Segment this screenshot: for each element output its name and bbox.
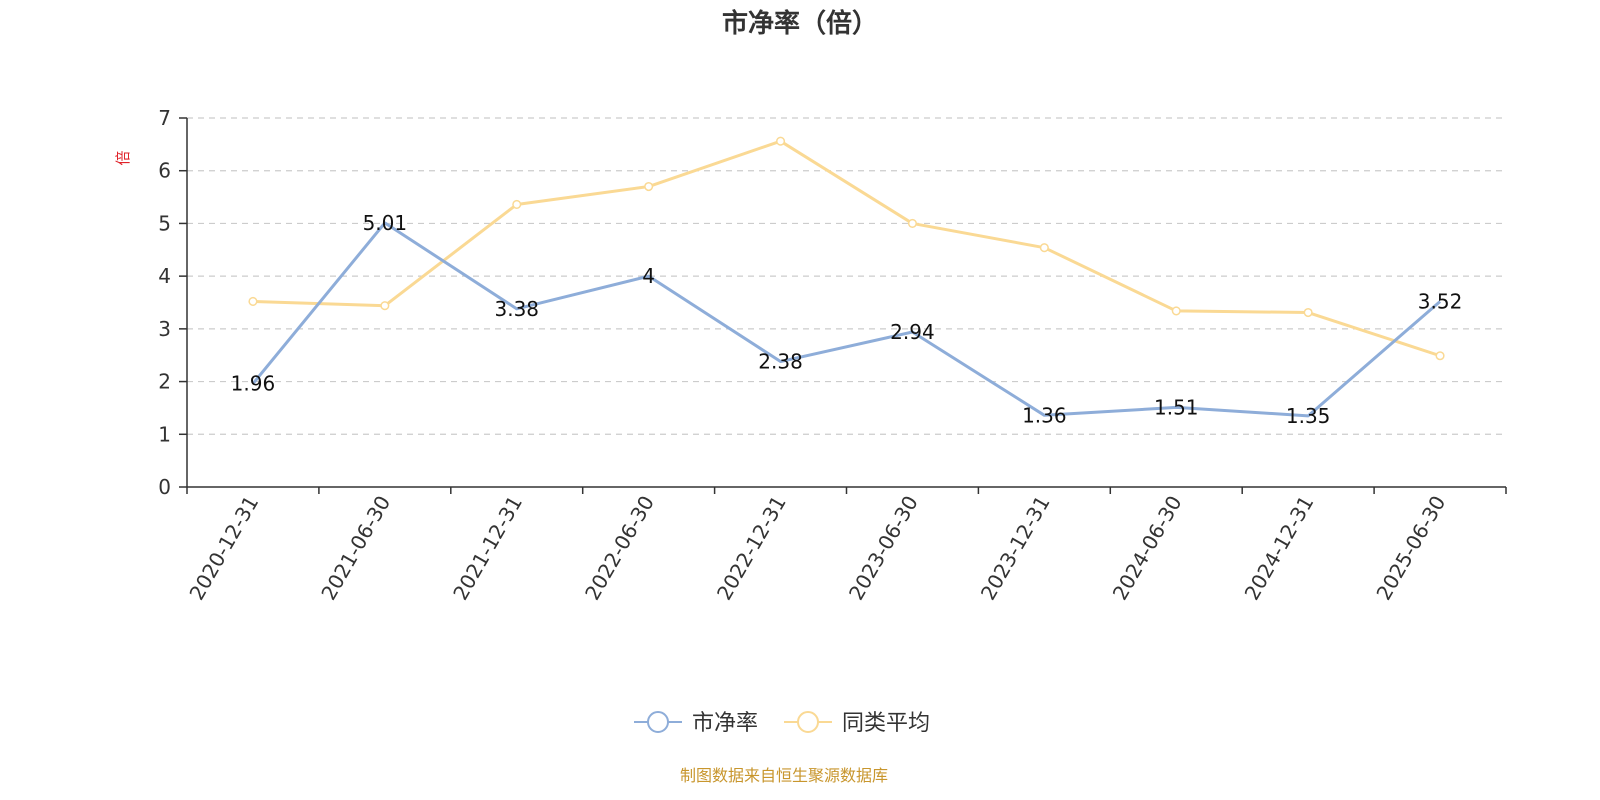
- x-tick-label: 2024-06-30: [1108, 492, 1187, 605]
- x-tick-label: 2020-12-31: [184, 492, 263, 605]
- data-point-avg: [380, 301, 390, 311]
- legend-label-avg: 同类平均: [842, 711, 930, 736]
- y-tick-label: 6: [158, 159, 171, 183]
- legend-item-avg[interactable]: 同类平均: [784, 711, 930, 736]
- data-point-avg: [1435, 351, 1445, 361]
- x-tick-label: 2023-06-30: [844, 492, 923, 605]
- data-point-avg: [248, 296, 258, 306]
- data-label-pb: 4: [642, 264, 655, 288]
- data-point-avg: [907, 218, 918, 228]
- data-point-avg: [512, 199, 522, 210]
- axes: 0 1 2 3 4 5 6 7 2020-12-31 2021-06-30 2021-12-31 20…: [158, 106, 1507, 605]
- data-point-avg: [1039, 243, 1049, 253]
- x-tick-label: 2025-06-30: [1371, 492, 1450, 605]
- y-axis-unit-label: 倍: [114, 150, 132, 165]
- legend-marker-avg: [797, 711, 819, 733]
- data-label-pb: 3.52: [1418, 289, 1463, 313]
- legend-marker-pb: [647, 711, 669, 733]
- data-label-pb: 1.36: [1022, 403, 1067, 427]
- data-point-avg: [1171, 306, 1181, 316]
- y-tick-label: 5: [158, 211, 171, 235]
- x-tick-label: 2023-12-31: [976, 492, 1055, 605]
- y-tick-label: 4: [158, 264, 171, 288]
- data-label-pb: 5.01: [363, 211, 408, 235]
- data-label-pb: 2.94: [890, 320, 935, 344]
- source-note: 制图数据来自恒生聚源数据库: [680, 766, 888, 785]
- grid-lines: [187, 117, 1506, 435]
- data-label-pb: 1.51: [1154, 395, 1199, 419]
- data-point-avg: [1303, 307, 1313, 318]
- x-tick-label: 2022-06-30: [580, 492, 659, 605]
- series-line-pb: [251, 221, 1442, 418]
- data-label-pb: 1.35: [1286, 404, 1331, 428]
- data-point-avg: [644, 181, 654, 192]
- y-tick-label: 2: [158, 370, 171, 394]
- x-tick-label: 2021-12-31: [448, 492, 527, 605]
- series-line-avg: [252, 139, 1441, 358]
- y-tick-label: 7: [158, 106, 171, 130]
- x-tick-label: 2022-12-31: [712, 492, 791, 605]
- legend-label-pb: 市净率: [692, 711, 758, 736]
- x-tick-label: 2021-06-30: [316, 492, 395, 605]
- y-tick-label: 0: [158, 475, 171, 499]
- data-label-pb: 2.38: [758, 350, 803, 374]
- legend-item-pb[interactable]: 市净率: [634, 711, 758, 736]
- data-label-pb: 1.96: [231, 372, 276, 396]
- y-tick-label: 3: [158, 317, 171, 341]
- chart-title: 市净率（倍）: [722, 8, 878, 39]
- y-tick-label: 1: [158, 422, 171, 446]
- data-point-avg: [776, 136, 786, 146]
- data-labels: 1.96 5.01 3.38 4 2.38 2.94 1.36 1.51 1.35 3.52: [231, 211, 1463, 428]
- legend[interactable]: 市净率 同类平均: [634, 711, 930, 736]
- series-lines: [248, 136, 1445, 418]
- x-tick-label: 2024-12-31: [1240, 492, 1319, 605]
- data-label-pb: 3.38: [494, 297, 539, 321]
